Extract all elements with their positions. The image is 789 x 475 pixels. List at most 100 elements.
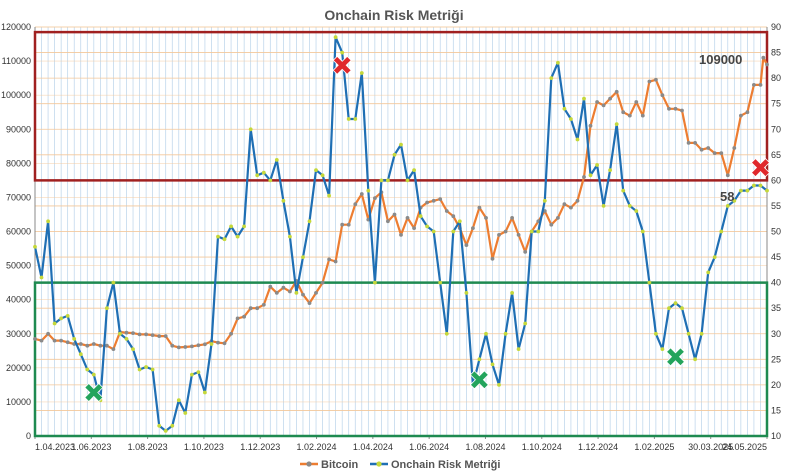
red-cross-marker <box>750 158 771 178</box>
bitcoin-point <box>686 141 691 145</box>
risk-metric-point <box>261 170 266 175</box>
bitcoin-point <box>451 214 456 219</box>
risk-metric-point <box>569 117 573 121</box>
risk-metric-point <box>301 255 305 259</box>
right-axis-tick-label: 60 <box>771 175 781 185</box>
left-axis-tick-label: 50000 <box>6 261 31 271</box>
risk-metric-point <box>536 229 541 234</box>
risk-metric-point <box>719 229 724 234</box>
risk-metric-point <box>621 188 626 193</box>
risk-metric-point <box>46 219 50 224</box>
bitcoin-point <box>46 331 50 336</box>
bitcoin-point <box>274 291 279 295</box>
bitcoin-point <box>575 198 580 203</box>
bitcoin-point <box>137 332 142 337</box>
left-axis-tick-label: 100000 <box>1 90 31 100</box>
bitcoin-point <box>229 331 234 336</box>
left-axis-tick-label: 90000 <box>6 124 31 134</box>
risk-metric-point <box>640 229 645 234</box>
bitcoin-point <box>340 222 345 227</box>
risk-metric-point <box>608 168 612 173</box>
risk-metric-point <box>725 204 730 208</box>
risk-metric-point <box>529 229 534 234</box>
risk-metric-point <box>72 337 77 341</box>
risk-metric-point <box>314 168 318 173</box>
risk-metric-point <box>333 35 338 40</box>
risk-metric-point <box>765 188 769 193</box>
risk-metric-point <box>418 214 423 219</box>
bitcoin-point <box>373 196 377 201</box>
risk-metric-point <box>163 429 168 433</box>
risk-metric-point <box>340 50 345 55</box>
risk-metric-point <box>33 244 37 249</box>
risk-metric-point <box>157 423 162 428</box>
risk-metric-point <box>431 229 436 234</box>
bitcoin-point <box>556 216 560 220</box>
bitcoin-point <box>144 332 149 337</box>
risk-metric-point <box>65 314 70 318</box>
risk-metric-point <box>39 275 44 280</box>
risk-metric-point <box>131 347 135 351</box>
risk-metric-point <box>667 306 671 311</box>
legend-risk-label: Onchain Risk Metriği <box>391 459 500 471</box>
bitcoin-point <box>392 212 397 217</box>
right-axis-tick-label: 30 <box>771 329 781 339</box>
bitcoin-point <box>327 257 331 262</box>
risk-metric-point <box>366 188 371 193</box>
bitcoin-point <box>307 301 312 305</box>
bitcoin-point <box>732 146 737 150</box>
green-cross-marker <box>665 347 686 367</box>
bitcoin-point <box>516 233 521 237</box>
bitcoin-point <box>484 216 488 220</box>
risk-metric-point <box>235 234 240 239</box>
risk-metric-point <box>412 168 416 173</box>
bitcoin-point <box>314 291 318 295</box>
risk-metric-point <box>209 342 214 346</box>
risk-metric-point <box>111 280 116 285</box>
risk-metric-point <box>52 321 57 326</box>
bitcoin-point <box>706 146 711 150</box>
bitcoin-point <box>510 216 514 220</box>
bitcoin-point <box>301 292 305 297</box>
bitcoin-point <box>497 233 501 237</box>
bitcoin-point <box>405 216 410 220</box>
bitcoin-point <box>399 233 403 237</box>
bitcoin-point <box>33 337 37 341</box>
bitcoin-point <box>157 334 162 338</box>
risk-metric-point <box>183 411 188 415</box>
risk-metric-point <box>477 357 482 362</box>
red-cross-marker <box>332 55 352 75</box>
risk-metric-point <box>268 178 273 183</box>
x-axis-tick-label: 1.10.2024 <box>522 442 562 452</box>
bitcoin-point <box>65 340 70 345</box>
risk-metric-point <box>484 331 488 336</box>
left-axis-tick-label: 80000 <box>6 158 31 168</box>
bitcoin-point <box>359 192 364 196</box>
bitcoin-point <box>503 229 508 234</box>
bitcoin-point <box>203 342 207 347</box>
bitcoin-point <box>235 316 240 321</box>
risk-metric-point <box>745 188 750 193</box>
risk-metric-point <box>150 367 155 372</box>
risk-metric-point <box>320 173 325 178</box>
bitcoin-point <box>176 345 181 350</box>
risk-metric-point <box>229 224 234 229</box>
right-axis-tick-label: 25 <box>771 354 781 364</box>
risk-metric-point <box>124 337 129 341</box>
right-axis-tick-label: 65 <box>771 150 781 160</box>
bitcoin-point <box>150 333 155 337</box>
legend-risk-marker <box>376 461 382 467</box>
low-risk-zone <box>33 281 769 438</box>
bitcoin-point <box>111 347 116 351</box>
right-axis-tick-label: 20 <box>771 380 781 390</box>
risk-zones <box>33 30 769 438</box>
right-axis-tick-label: 40 <box>771 278 781 288</box>
risk-metric-point <box>673 301 678 305</box>
risk-metric-point <box>556 60 560 65</box>
risk-metric-point <box>203 390 207 395</box>
risk-metric-point <box>222 237 227 242</box>
bitcoin-point <box>59 338 63 343</box>
cross-shape <box>665 347 686 367</box>
risk-metric-point <box>327 193 331 198</box>
left-axis-tick-label: 120000 <box>1 22 31 32</box>
